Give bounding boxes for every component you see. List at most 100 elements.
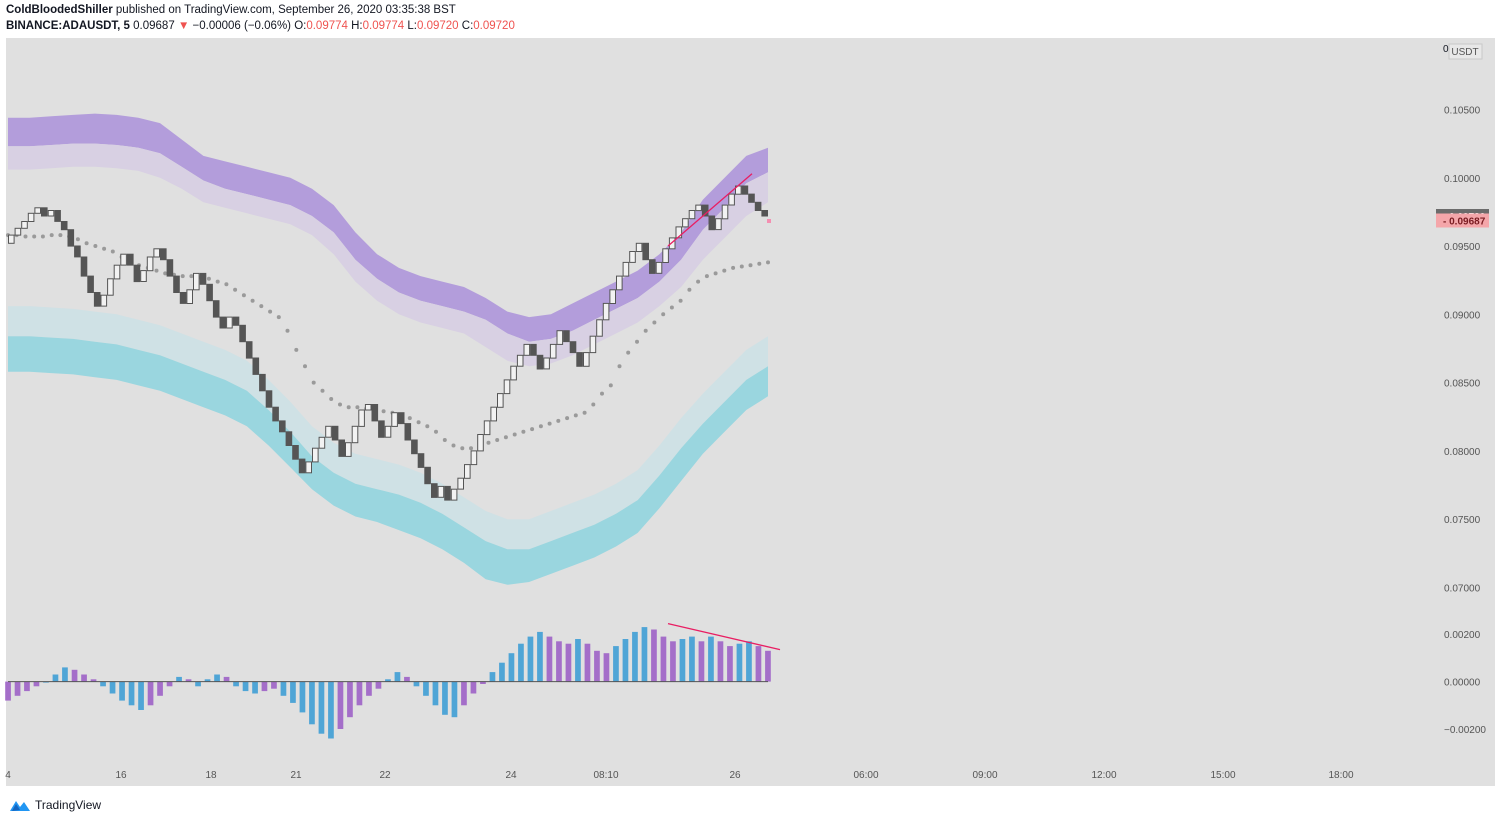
- oscillator-bar: [318, 681, 325, 734]
- price-axis[interactable]: 0 USDT 0.10500 0.10000 0.09500 0.09000 0.085…: [1436, 43, 1489, 736]
- ma-dot: [556, 418, 561, 423]
- ma-dot: [521, 429, 526, 434]
- symbol-name[interactable]: BINANCE:ADAUSDT, 5: [6, 20, 130, 32]
- oscillator-bar: [24, 681, 30, 692]
- renko-brick: [417, 453, 425, 468]
- oscillator-bar: [746, 641, 752, 682]
- renko-brick: [265, 390, 273, 408]
- renko-brick: [173, 275, 180, 294]
- ma-dot: [748, 263, 753, 268]
- lower-band-inner: [8, 306, 768, 550]
- oscillator-bar: [128, 681, 135, 706]
- renko-brick: [252, 357, 260, 375]
- time-tick-label: 12:00: [1091, 770, 1116, 781]
- renko-brick: [8, 234, 15, 244]
- renko-brick: [325, 425, 332, 438]
- oscillator-bar: [717, 641, 724, 682]
- ma-dot: [110, 249, 115, 254]
- oscillator-bar: [584, 643, 591, 682]
- renko-brick: [226, 316, 233, 329]
- oscillator-bar: [52, 674, 59, 682]
- ma-dot: [486, 440, 491, 445]
- renko-brick: [67, 229, 75, 247]
- oscillator-bar: [157, 681, 163, 696]
- ma-dot: [547, 421, 552, 426]
- ma-dot: [163, 271, 168, 276]
- renko-brick: [179, 292, 187, 304]
- chart-area[interactable]: 0 USDT 0.10500 0.10000 0.09500 0.09000 0.085…: [0, 38, 1505, 793]
- chart-svg[interactable]: 0 USDT 0.10500 0.10000 0.09500 0.09000 0.085…: [0, 38, 1505, 793]
- oscillator-bar: [613, 646, 619, 682]
- renko-brick: [464, 464, 471, 479]
- oscillator-bar: [622, 639, 629, 682]
- oscillator-bar: [727, 646, 733, 682]
- time-tick-label: 4: [5, 770, 11, 781]
- renko-brick: [497, 393, 504, 408]
- renko-brick: [754, 201, 762, 212]
- renko-brick: [292, 445, 299, 460]
- price-tick-label: 0.09500: [1444, 242, 1481, 253]
- ma-dot: [739, 264, 744, 269]
- oscillator-bar: [280, 681, 287, 696]
- renko-brick: [715, 218, 722, 231]
- time-tick-label: 24: [505, 770, 517, 781]
- oscillator-bar: [299, 681, 306, 713]
- renko-brick: [642, 242, 650, 261]
- ma-dot: [643, 328, 648, 333]
- oscillator-bar: [109, 681, 116, 694]
- renko-brick: [312, 447, 319, 463]
- ma-dot: [355, 405, 360, 410]
- renko-brick: [543, 357, 550, 370]
- renko-brick: [622, 261, 630, 277]
- upper-band-inner: [8, 143, 768, 367]
- renko-brick: [146, 256, 154, 272]
- renko-brick: [285, 431, 293, 446]
- oscillator-bar: [556, 641, 562, 682]
- renko-brick: [100, 294, 108, 307]
- renko-brick: [411, 439, 418, 455]
- oscillator-bar: [290, 681, 296, 703]
- price-tick-label: 0.07000: [1444, 584, 1481, 595]
- ma-dot: [268, 309, 273, 314]
- time-tick-label: 09:00: [972, 770, 997, 781]
- renko-brick: [477, 434, 484, 452]
- oscillator-bar: [708, 636, 714, 682]
- author-name[interactable]: ColdBloodedShiller: [6, 4, 113, 16]
- ma-dot: [766, 260, 770, 265]
- oscillator-bar: [119, 681, 125, 701]
- time-axis[interactable]: 4 16 18 21 22 24 08:10 26 06:00 09:00 12:00 15:00 18…: [5, 770, 1354, 781]
- tradingview-brand[interactable]: TradingView: [9, 796, 101, 814]
- ma-dot: [102, 246, 107, 251]
- ma-dot: [154, 268, 159, 273]
- renko-brick: [741, 185, 749, 195]
- renko-brick: [318, 436, 326, 449]
- ma-dot: [285, 328, 290, 333]
- tradingview-label: TradingView: [35, 798, 102, 812]
- renko-brick: [457, 477, 464, 490]
- oscillator-bar: [480, 681, 486, 684]
- time-tick-label: 26: [729, 770, 741, 781]
- ma-dot: [617, 364, 622, 369]
- renko-brick: [371, 404, 379, 422]
- ma-dot: [338, 402, 342, 407]
- oscillator-bar: [204, 679, 211, 682]
- ma-dot: [460, 446, 465, 451]
- trendline-layer[interactable]: [667, 173, 781, 651]
- oscillator-bar: [508, 653, 515, 682]
- oscillator-tick-label: −0.00200: [1444, 725, 1486, 736]
- price-tick-label: 0.08500: [1444, 379, 1481, 390]
- renko-brick: [602, 302, 610, 321]
- renko-brick: [166, 259, 174, 277]
- oscillator-bar: [603, 653, 610, 682]
- oscillator-bar: [375, 681, 382, 689]
- renko-brick: [728, 193, 735, 206]
- renko-brick: [616, 275, 623, 291]
- price-tick-label: 0.10500: [1444, 106, 1481, 117]
- oscillator-bar: [755, 646, 762, 682]
- renko-brick: [47, 210, 55, 217]
- renko-brick: [239, 324, 246, 343]
- renko-brick: [127, 253, 134, 266]
- ma-dot: [591, 402, 596, 407]
- ma-dot: [93, 244, 98, 248]
- renko-brick: [219, 316, 227, 329]
